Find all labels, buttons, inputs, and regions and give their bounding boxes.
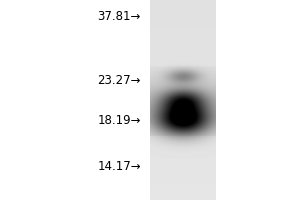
Text: 18.19→: 18.19→ <box>98 114 141 127</box>
Text: 37.81→: 37.81→ <box>98 9 141 22</box>
Text: 14.17→: 14.17→ <box>98 160 141 172</box>
Text: 23.27→: 23.27→ <box>98 73 141 86</box>
